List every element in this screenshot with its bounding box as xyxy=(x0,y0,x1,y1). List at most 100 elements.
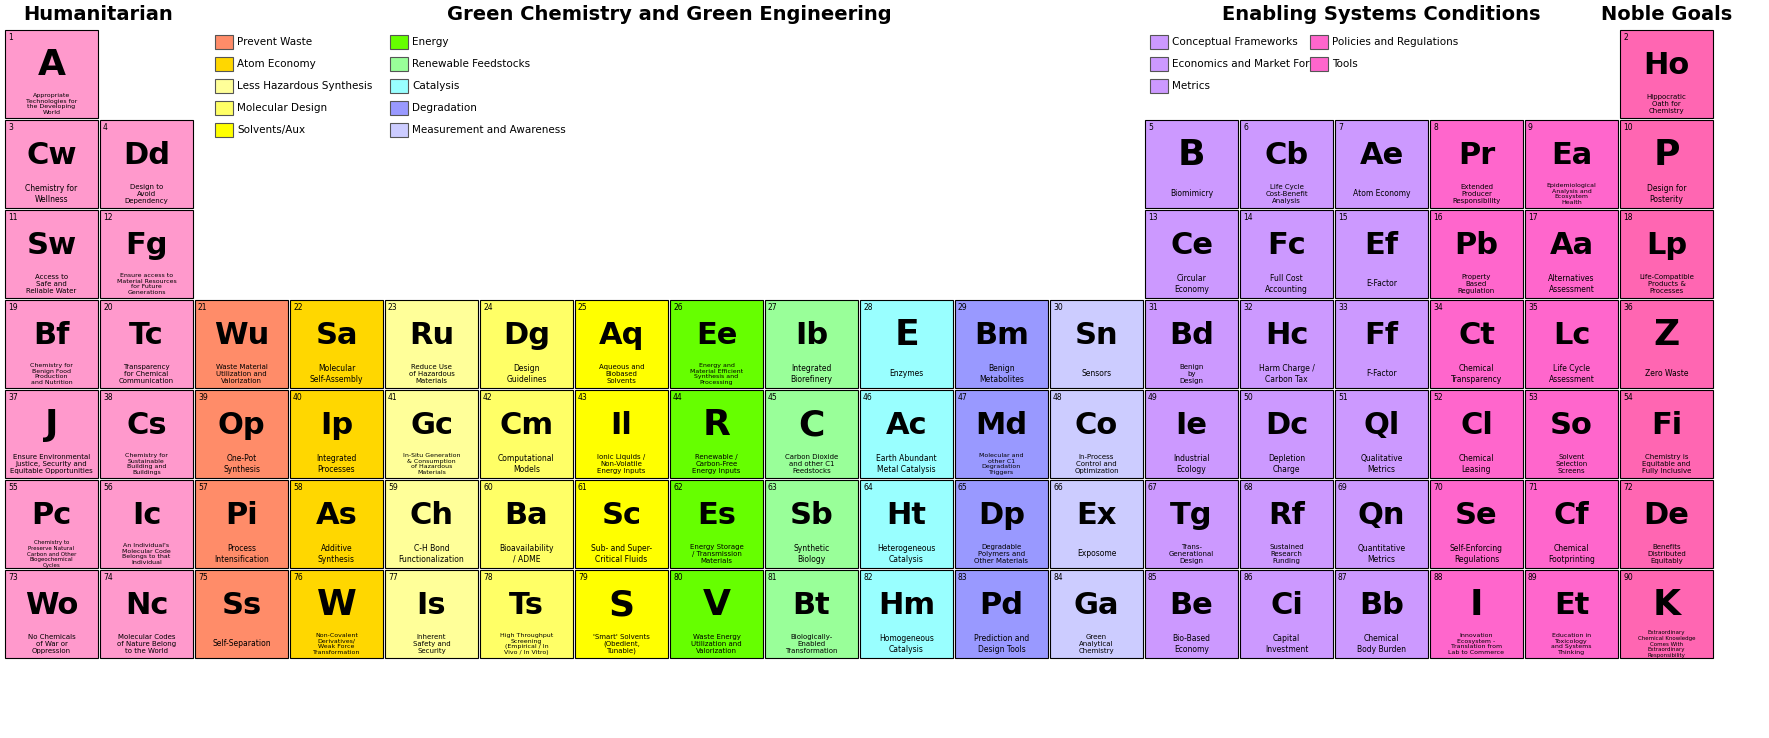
Text: Sb: Sb xyxy=(789,500,833,530)
Text: 86: 86 xyxy=(1244,573,1252,582)
Text: Solvent
Selection
Screens: Solvent Selection Screens xyxy=(1555,455,1587,474)
Bar xyxy=(575,300,669,388)
Text: 36: 36 xyxy=(1622,303,1633,312)
Text: 74: 74 xyxy=(103,573,113,582)
Bar xyxy=(479,390,573,478)
Text: Ga: Ga xyxy=(1074,590,1120,620)
Text: 40: 40 xyxy=(294,393,302,402)
Text: 'Smart' Solvents
(Obedient,
Tunable): 'Smart' Solvents (Obedient, Tunable) xyxy=(593,634,649,655)
Text: Synthetic
Biology: Synthetic Biology xyxy=(793,545,830,564)
Text: Self-Enforcing
Regulations: Self-Enforcing Regulations xyxy=(1451,545,1504,564)
Text: Ef: Ef xyxy=(1364,231,1399,260)
Bar xyxy=(1336,570,1428,658)
Bar xyxy=(764,390,858,478)
Text: 31: 31 xyxy=(1148,303,1157,312)
Bar xyxy=(1051,300,1143,388)
Bar xyxy=(1150,35,1168,49)
Text: Cw: Cw xyxy=(27,141,76,170)
Text: Depletion
Charge: Depletion Charge xyxy=(1268,455,1306,474)
Text: Pd: Pd xyxy=(980,590,1024,620)
Text: 66: 66 xyxy=(1053,483,1063,492)
Text: In-Situ Generation
& Consumption
of Hazardous
Materials: In-Situ Generation & Consumption of Haza… xyxy=(403,453,460,475)
Text: Ts: Ts xyxy=(509,590,545,620)
Text: 80: 80 xyxy=(672,573,683,582)
Text: Fi: Fi xyxy=(1650,411,1682,440)
Text: Chemical
Footprinting: Chemical Footprinting xyxy=(1548,545,1596,564)
Text: 73: 73 xyxy=(9,573,18,582)
Bar xyxy=(764,480,858,568)
Bar xyxy=(5,300,97,388)
Text: A: A xyxy=(37,48,65,82)
Bar xyxy=(5,570,97,658)
Text: Sc: Sc xyxy=(601,500,642,530)
Text: No Chemicals
of War or
Oppression: No Chemicals of War or Oppression xyxy=(28,634,76,654)
Text: Chemical
Transparency: Chemical Transparency xyxy=(1451,365,1502,384)
Text: 82: 82 xyxy=(863,573,872,582)
Text: Atom Economy: Atom Economy xyxy=(1353,190,1410,199)
Bar xyxy=(1311,35,1329,49)
Text: Design
Guidelines: Design Guidelines xyxy=(506,365,547,384)
Text: 8: 8 xyxy=(1433,123,1438,132)
Bar xyxy=(389,123,409,137)
Text: C: C xyxy=(798,408,824,442)
Text: Lp: Lp xyxy=(1645,231,1688,260)
Text: Quantitative
Metrics: Quantitative Metrics xyxy=(1357,545,1406,564)
Bar xyxy=(5,480,97,568)
Text: Metrics: Metrics xyxy=(1173,81,1210,91)
Bar xyxy=(479,570,573,658)
Text: Ct: Ct xyxy=(1458,321,1495,350)
Text: 22: 22 xyxy=(294,303,302,312)
Text: Property
Based
Regulation: Property Based Regulation xyxy=(1458,275,1495,294)
Text: 34: 34 xyxy=(1433,303,1444,312)
Bar xyxy=(1240,210,1334,298)
Text: Se: Se xyxy=(1456,500,1498,530)
Text: Tools: Tools xyxy=(1332,59,1359,69)
Text: Op: Op xyxy=(218,411,265,440)
Text: Ionic Liquids /
Non-Volatile
Energy Inputs: Ionic Liquids / Non-Volatile Energy Inpu… xyxy=(598,455,646,474)
Text: Molecular Codes
of Nature Belong
to the World: Molecular Codes of Nature Belong to the … xyxy=(117,634,177,654)
Bar xyxy=(860,300,953,388)
Text: 68: 68 xyxy=(1244,483,1252,492)
Text: Ch: Ch xyxy=(409,500,453,530)
Text: 79: 79 xyxy=(578,573,587,582)
Text: Cs: Cs xyxy=(126,411,166,440)
Text: Life Cycle
Cost-Benefit
Analysis: Life Cycle Cost-Benefit Analysis xyxy=(1265,184,1307,204)
Text: As: As xyxy=(315,500,357,530)
Text: 83: 83 xyxy=(959,573,968,582)
Text: 89: 89 xyxy=(1528,573,1537,582)
Text: I: I xyxy=(1470,588,1482,622)
Text: 43: 43 xyxy=(578,393,587,402)
Bar xyxy=(955,480,1047,568)
Text: 48: 48 xyxy=(1053,393,1063,402)
Text: Chemistry for
Sustainable
Building and
Buildings: Chemistry for Sustainable Building and B… xyxy=(126,453,168,475)
Bar xyxy=(389,35,409,49)
Bar xyxy=(1145,390,1238,478)
Text: 10: 10 xyxy=(1622,123,1633,132)
Text: 38: 38 xyxy=(103,393,113,402)
Text: Renewable Feedstocks: Renewable Feedstocks xyxy=(412,59,531,69)
Text: 44: 44 xyxy=(672,393,683,402)
Text: Life Cycle
Assessment: Life Cycle Assessment xyxy=(1548,365,1594,384)
Text: Lc: Lc xyxy=(1553,321,1590,350)
Text: Qn: Qn xyxy=(1359,500,1405,530)
Text: 62: 62 xyxy=(672,483,683,492)
Bar xyxy=(860,570,953,658)
Text: 78: 78 xyxy=(483,573,492,582)
Bar xyxy=(1429,120,1523,208)
Bar xyxy=(670,570,762,658)
Bar xyxy=(389,101,409,115)
Text: 52: 52 xyxy=(1433,393,1444,402)
Text: Trans-
Generational
Design: Trans- Generational Design xyxy=(1169,544,1214,564)
Text: W: W xyxy=(317,588,356,622)
Text: Ce: Ce xyxy=(1169,231,1214,260)
Text: 33: 33 xyxy=(1337,303,1348,312)
Bar xyxy=(1525,480,1619,568)
Text: Additive
Synthesis: Additive Synthesis xyxy=(318,545,356,564)
Text: Bm: Bm xyxy=(975,321,1030,350)
Bar xyxy=(1311,57,1329,71)
Bar xyxy=(1525,120,1619,208)
Text: F-Factor: F-Factor xyxy=(1366,370,1398,379)
Bar xyxy=(290,570,384,658)
Bar xyxy=(101,480,193,568)
Text: Solvents/Aux: Solvents/Aux xyxy=(237,125,304,135)
